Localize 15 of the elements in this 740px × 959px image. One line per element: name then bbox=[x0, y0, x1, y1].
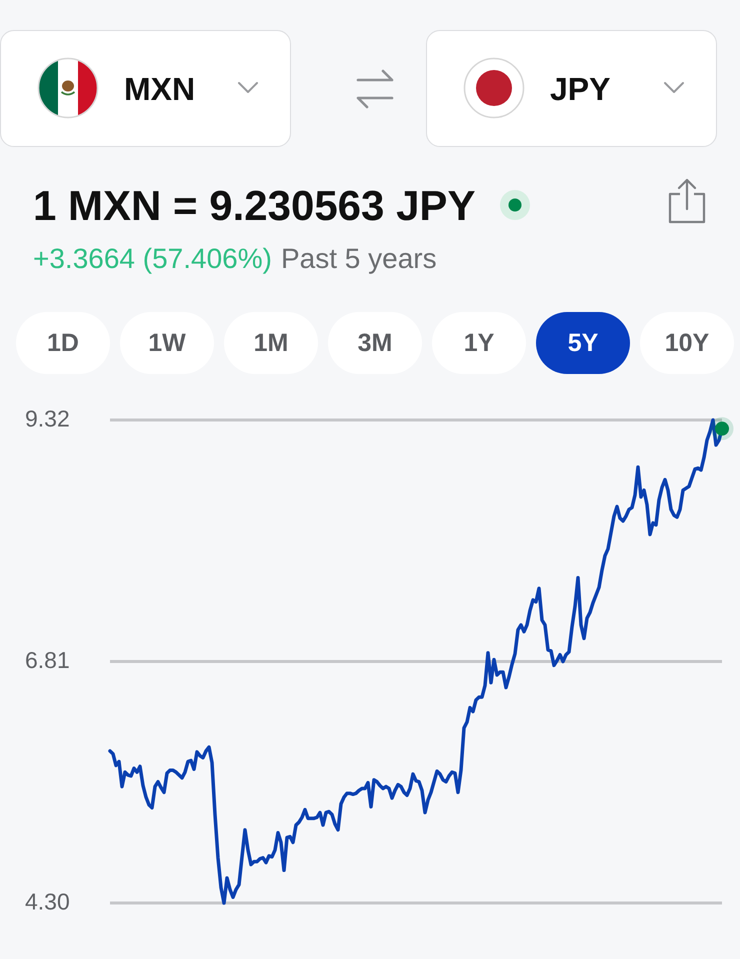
text: Past 5 years bbox=[280, 243, 437, 274]
y-tick-label: 9.32 bbox=[25, 405, 70, 432]
chart-title: 1 MXN = 9.230563 JPY bbox=[33, 182, 476, 230]
range-button[interactable]: 1M bbox=[224, 312, 318, 374]
range-button[interactable]: 1D bbox=[16, 312, 110, 374]
range-button[interactable]: 1W bbox=[120, 312, 214, 374]
currency-selector[interactable]: MXN bbox=[0, 30, 291, 147]
y-tick-label: 4.30 bbox=[25, 888, 70, 914]
chart-subtitle: +3.3664 (57.406%) bbox=[33, 243, 272, 274]
range-button[interactable]: 3M bbox=[328, 312, 422, 374]
range-button[interactable]: 5Y bbox=[536, 312, 630, 374]
y-tick-label: 6.81 bbox=[25, 646, 70, 673]
range-button[interactable]: 1Y bbox=[432, 312, 526, 374]
currency-selector[interactable]: JPY bbox=[426, 30, 717, 147]
range-button[interactable]: 10Y bbox=[640, 312, 734, 374]
